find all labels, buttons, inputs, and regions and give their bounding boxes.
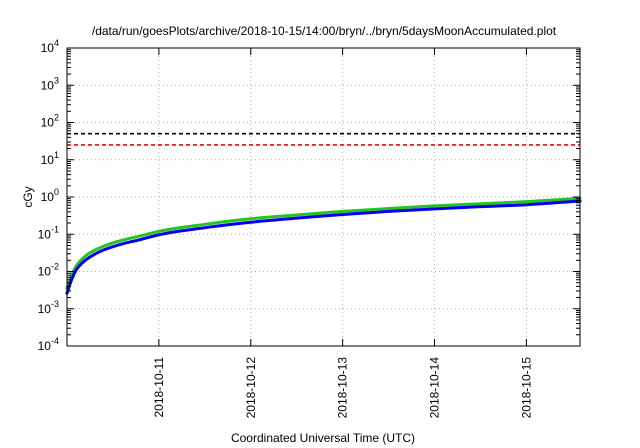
x-tick-label: 2018-10-12 (244, 357, 258, 419)
y-tick-label: 101 (41, 150, 59, 167)
y-tick-label: 103 (41, 75, 59, 92)
y-tick-label: 104 (41, 38, 59, 55)
x-axis-ticks: 2018-10-11 2018-10-12 2018-10-13 2018-10-14… (152, 48, 533, 419)
series-line (65, 199, 582, 295)
data-series (65, 196, 582, 295)
x-tick-label: 2018-10-13 (336, 357, 350, 419)
y-tick-label: 10-4 (38, 336, 59, 353)
y-axis-ticks: 10-4 10-3 10-2 10-1 100 101 102 103 104 (38, 38, 580, 353)
y-tick-label: 10-3 (38, 299, 59, 316)
x-tick-label: 2018-10-11 (152, 357, 166, 418)
chart-title: /data/run/goesPlots/archive/2018-10-15/1… (92, 24, 557, 38)
y-tick-label: 10-1 (38, 224, 59, 241)
x-tick-label: 2018-10-15 (519, 357, 533, 419)
reference-lines (67, 132, 580, 146)
y-tick-label: 100 (41, 187, 59, 204)
grid (67, 48, 580, 346)
y-tick-label: 102 (41, 113, 59, 130)
x-axis-label: Coordinated Universal Time (UTC) (231, 431, 415, 445)
x-tick-label: 2018-10-14 (428, 357, 442, 419)
y-tick-label: 10-2 (38, 262, 59, 279)
series-line (65, 196, 582, 290)
y-axis-label: cGy (21, 186, 35, 207)
